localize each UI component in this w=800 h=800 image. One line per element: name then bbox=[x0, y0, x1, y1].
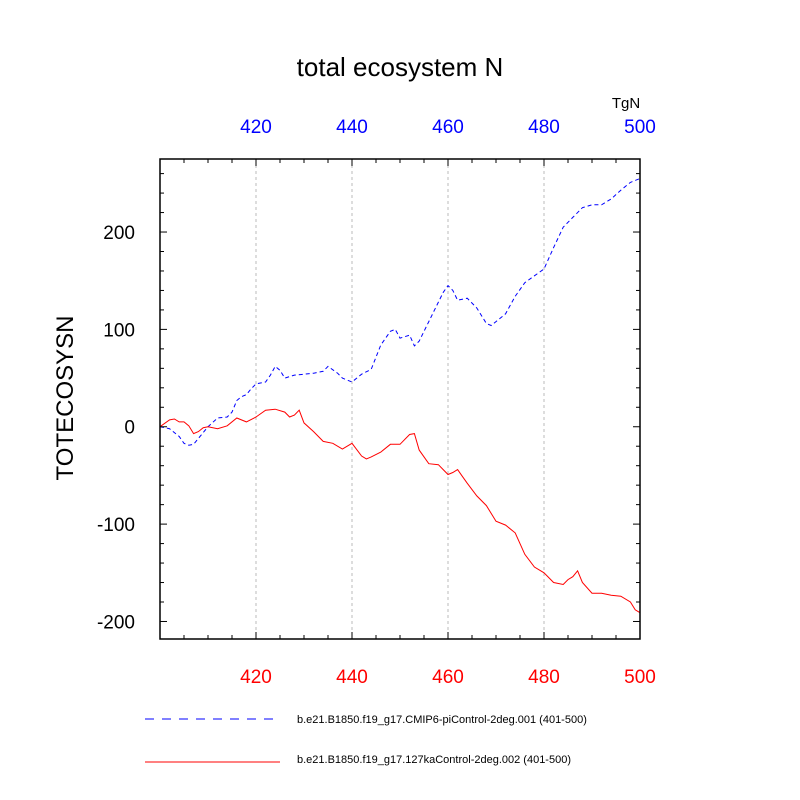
grid-lines bbox=[255, 159, 545, 639]
legend-label-series-2: b.e21.B1850.f19_g17.127kaControl-2deg.00… bbox=[297, 754, 571, 766]
x-tick-label-top-460: 460 bbox=[432, 117, 464, 138]
chart-title: total ecosystem N bbox=[297, 52, 504, 82]
tick-labels: 420 420 440 440 460 460 480 480 500 500 -200 -100 0 1… bbox=[97, 117, 656, 688]
x-tick-label-bottom-420: 420 bbox=[240, 667, 272, 688]
y-tick-label--100: -100 bbox=[97, 515, 135, 536]
axis-ticks bbox=[159, 159, 641, 639]
x-tick-label-bottom-440: 440 bbox=[336, 667, 368, 688]
y-tick-label-100: 100 bbox=[103, 320, 135, 341]
x-tick-label-bottom-460: 460 bbox=[432, 667, 464, 688]
y-tick-label-0: 0 bbox=[124, 418, 135, 439]
plot-frame bbox=[159, 158, 641, 640]
legend-label-series-1: b.e21.B1850.f19_g17.CMIP6-piControl-2deg… bbox=[297, 714, 587, 726]
x-tick-label-top-440: 440 bbox=[336, 117, 368, 138]
x-tick-label-bottom-480: 480 bbox=[528, 667, 560, 688]
legend: b.e21.B1850.f19_g17.CMIP6-piControl-2deg… bbox=[145, 714, 587, 766]
units-label: TgN bbox=[612, 95, 640, 112]
x-tick-label-top-480: 480 bbox=[528, 117, 560, 138]
x-tick-label-top-420: 420 bbox=[240, 117, 272, 138]
x-tick-label-top-500: 500 bbox=[624, 117, 656, 138]
y-tick-label-200: 200 bbox=[103, 223, 135, 244]
series-line-2 bbox=[159, 408, 641, 614]
series-group bbox=[159, 178, 641, 614]
y-tick-label--200: -200 bbox=[97, 612, 135, 633]
x-tick-label-bottom-500: 500 bbox=[624, 667, 656, 688]
y-axis-label: TOTECOSYSN bbox=[52, 316, 79, 481]
series-line-1 bbox=[159, 178, 641, 446]
